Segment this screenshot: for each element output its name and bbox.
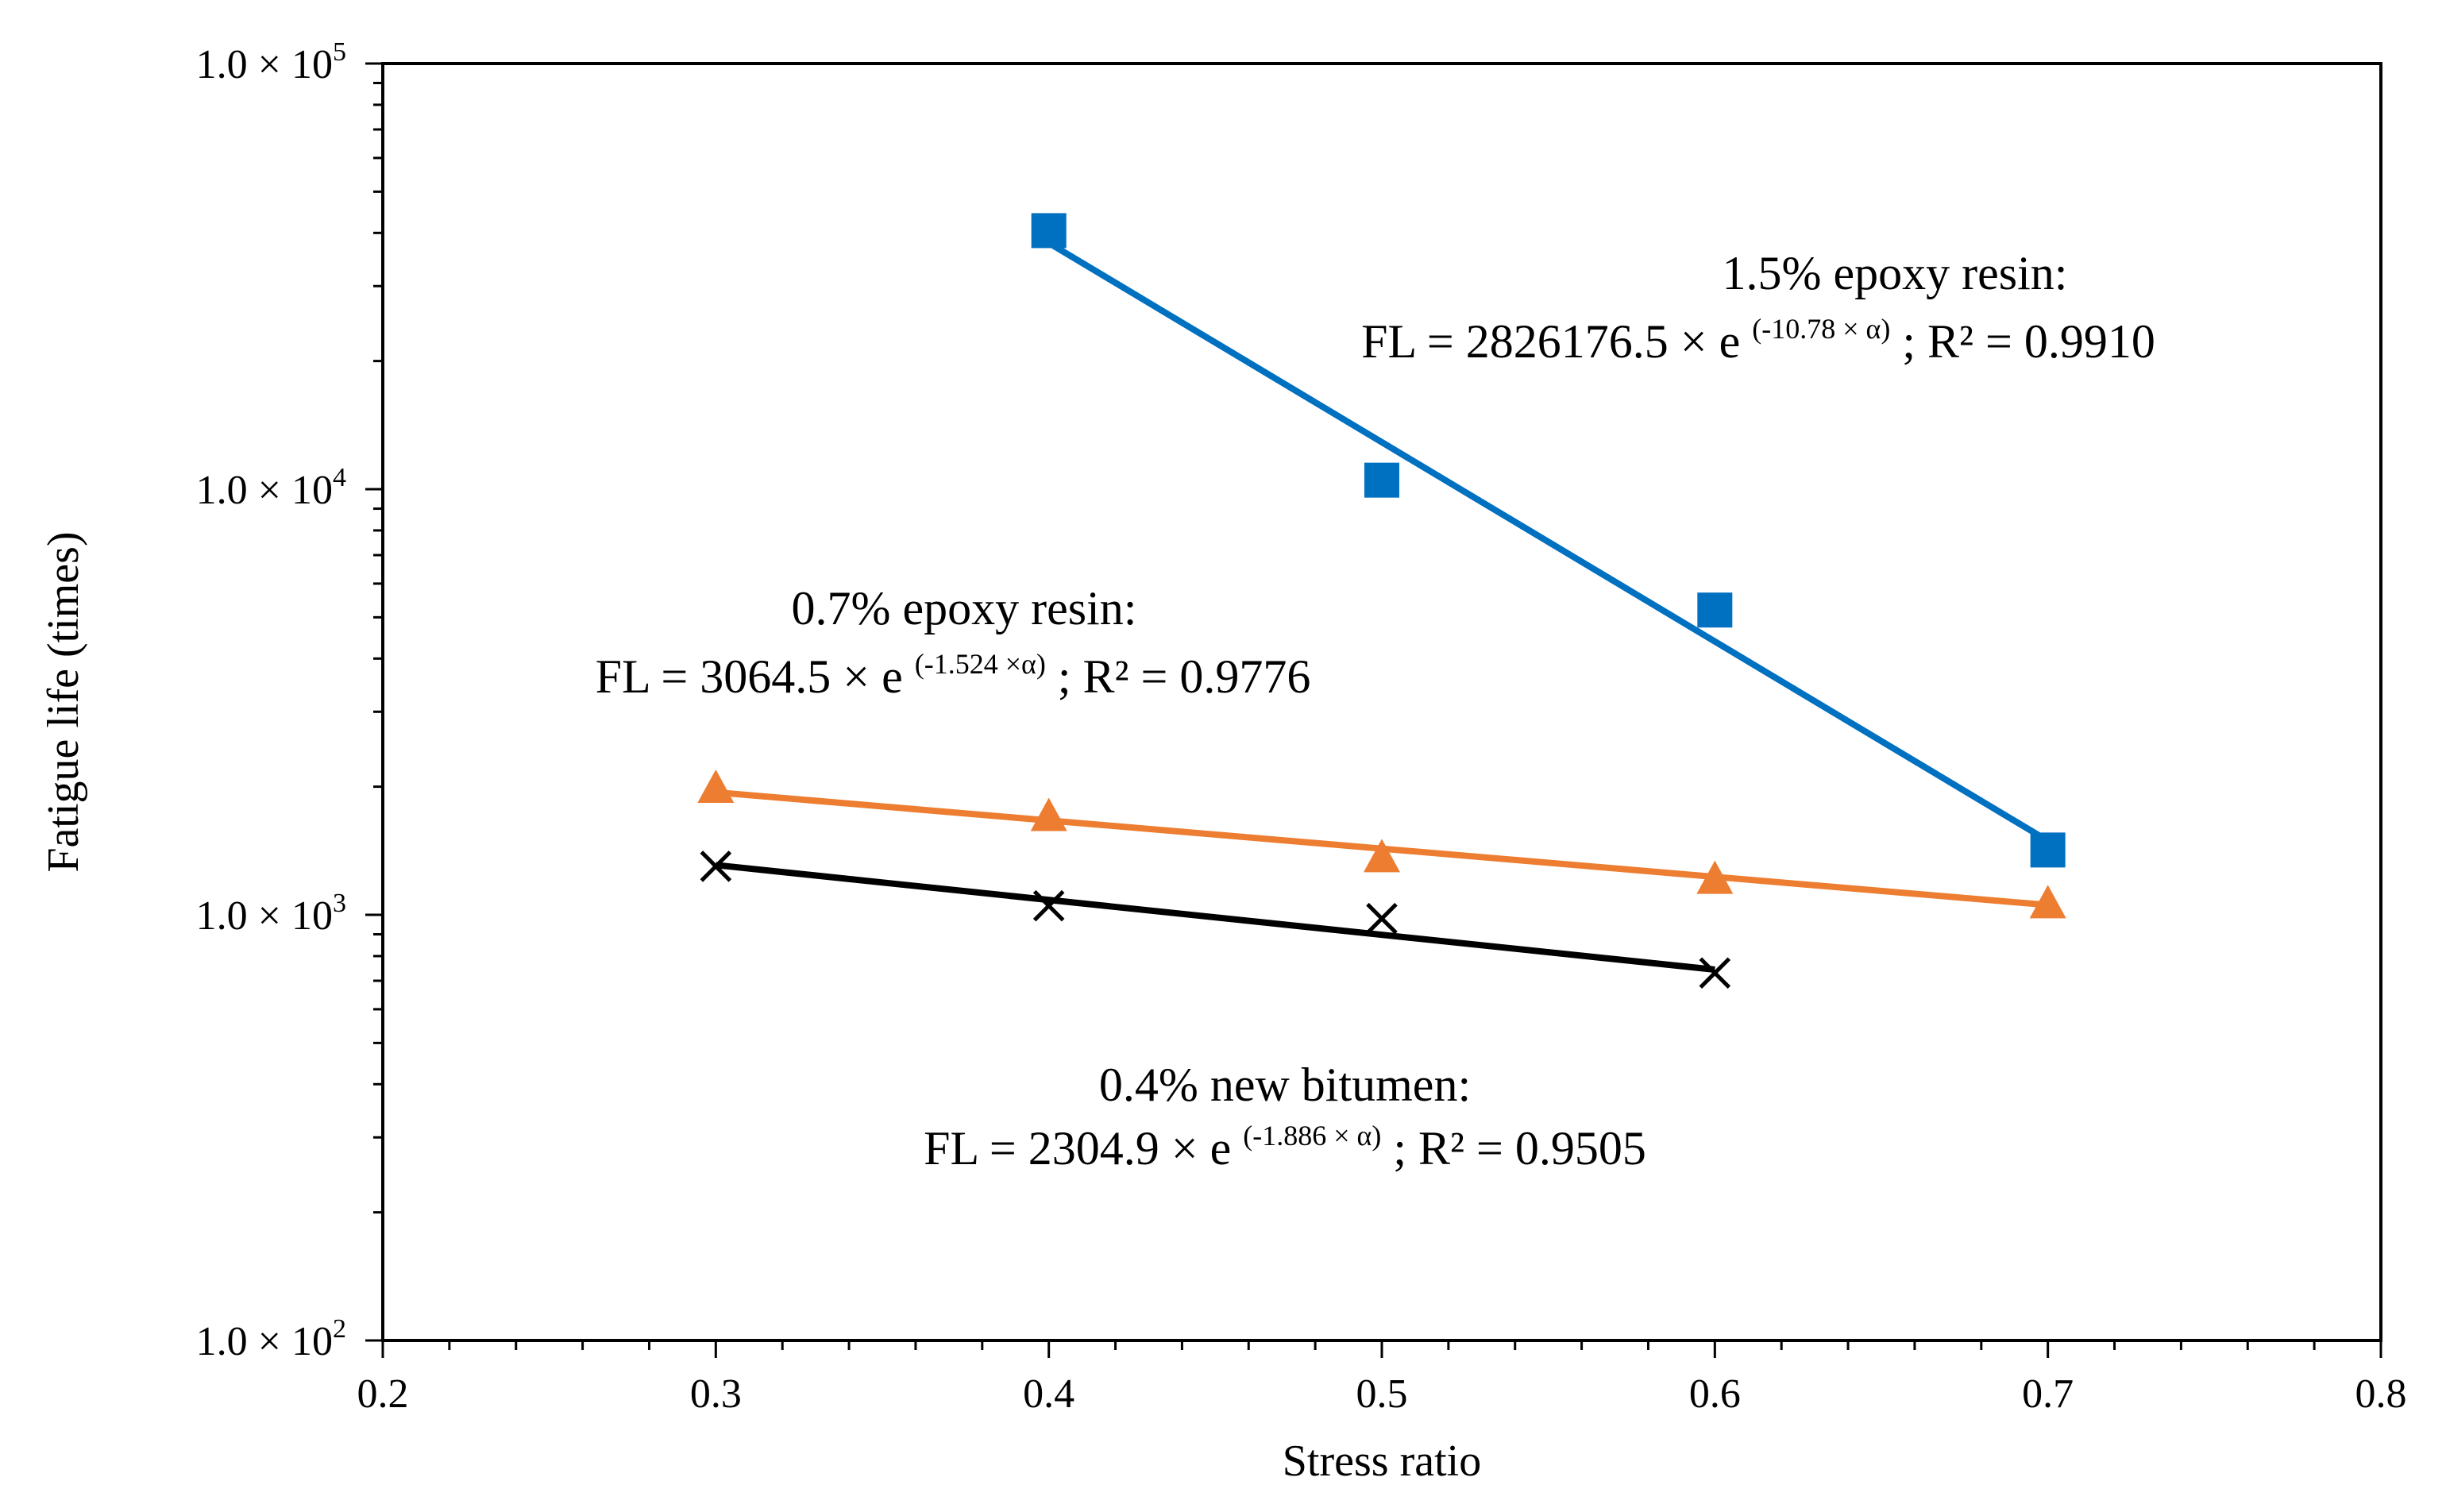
data-point-square <box>1031 213 1067 249</box>
data-points <box>697 213 2066 989</box>
y-tick-label: 1.0 × 103 <box>196 889 346 939</box>
data-point-square <box>2030 832 2066 868</box>
annotation-new-bitumen: 0.4% new bitumen: FL = 2304.9 × e (-1.88… <box>924 1059 1646 1174</box>
y-axis-title: Fatigue life (times) <box>39 531 88 872</box>
data-point-x <box>700 850 732 882</box>
annotation-title: 0.4% new bitumen: <box>1099 1059 1471 1111</box>
data-point-x <box>1366 902 1398 935</box>
data-point-triangle <box>1364 839 1400 873</box>
annotation-title: 0.7% epoxy resin: <box>792 582 1137 634</box>
data-point-square <box>1697 592 1733 628</box>
data-point-triangle <box>697 769 735 803</box>
data-point-square <box>1364 462 1399 498</box>
trendline-x <box>715 862 1715 974</box>
x-tick-label: 0.5 <box>1356 1371 1408 1417</box>
x-tick-label: 0.6 <box>1689 1371 1741 1417</box>
x-tick-label: 0.3 <box>690 1371 742 1417</box>
trendline-square <box>1047 240 2050 844</box>
annotation-epoxy-0-7: 0.7% epoxy resin: FL = 3064.5 × e (-1.52… <box>596 582 1311 703</box>
y-axis-ticks: 1.0 × 102 1.0 × 103 1.0 × 104 1.0 × 105 <box>196 37 383 1364</box>
annotation-equation: FL = 3064.5 × e (-1.524 ×α) ; R² = 0.977… <box>596 631 1311 703</box>
annotation-equation: FL = 2826176.5 × e (-10.78 × α) ; R² = 0… <box>1361 296 2155 368</box>
x-tick-label: 0.7 <box>2022 1371 2074 1417</box>
annotation-equation: FL = 2304.9 × e (-1.886 × α) ; R² = 0.95… <box>924 1103 1646 1174</box>
y-tick-label: 1.0 × 102 <box>196 1314 346 1364</box>
data-point-x <box>1032 889 1065 922</box>
data-point-triangle <box>2029 885 2066 919</box>
x-tick-label: 0.8 <box>2355 1371 2407 1417</box>
y-tick-label: 1.0 × 104 <box>196 463 346 513</box>
annotation-epoxy-1-5: 1.5% epoxy resin: FL = 2826176.5 × e (-1… <box>1361 247 2155 368</box>
y-tick-label: 1.0 × 105 <box>196 37 346 87</box>
x-tick-label: 0.2 <box>357 1371 409 1417</box>
data-point-triangle <box>1030 797 1067 831</box>
annotation-title: 1.5% epoxy resin: <box>1723 247 2068 299</box>
data-point-x <box>1699 957 1731 989</box>
data-point-triangle <box>1696 860 1734 894</box>
x-tick-label: 0.4 <box>1023 1371 1074 1417</box>
x-axis-ticks: 0.2 0.3 0.4 0.5 0.6 0.7 0.8 <box>357 1340 2407 1417</box>
x-axis-title: Stress ratio <box>1283 1437 1481 1486</box>
